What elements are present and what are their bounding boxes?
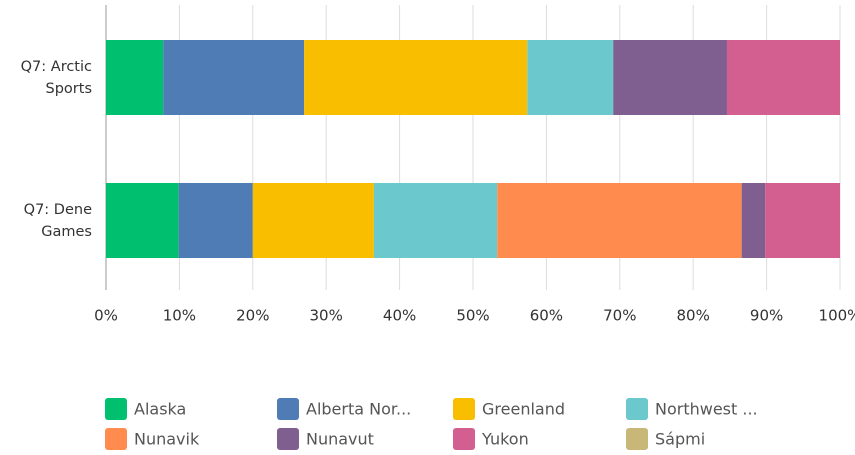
legend-label: Sápmi (655, 430, 705, 449)
bar-segment (497, 183, 742, 258)
legend-label: Alaska (134, 400, 186, 419)
legend-swatch (277, 428, 299, 450)
legend-swatch (105, 398, 127, 420)
bar-segment (163, 40, 305, 115)
bar-segment (741, 183, 766, 258)
legend-label: Yukon (481, 430, 529, 449)
legend-label: Alberta Nor... (306, 400, 411, 419)
bar-segment (373, 183, 498, 258)
x-tick-label: 70% (603, 307, 636, 325)
bar-segment (527, 40, 614, 115)
x-tick-label: 0% (94, 307, 118, 325)
legend-swatch (453, 428, 475, 450)
bar-segment (726, 40, 840, 115)
x-tick-label: 20% (236, 307, 269, 325)
legend-label: Northwest ... (655, 400, 758, 419)
legend-swatch (105, 428, 127, 450)
bar-segment (304, 40, 528, 115)
x-tick-label: 90% (750, 307, 783, 325)
bar-segment (613, 40, 727, 115)
bar-segment (178, 183, 253, 258)
legend-swatch (453, 398, 475, 420)
y-tick-label: Q7: Dene Games (23, 201, 92, 240)
bar-segment (106, 40, 164, 115)
legend-label: Greenland (482, 400, 565, 419)
bar-segment (106, 183, 179, 258)
bar-segment (252, 183, 374, 258)
x-tick-label: 100% (819, 307, 855, 325)
bar-segment (765, 183, 840, 258)
x-tick-label: 60% (530, 307, 563, 325)
x-tick-label: 30% (310, 307, 343, 325)
legend-label: Nunavut (306, 430, 374, 449)
legend-swatch (626, 428, 648, 450)
legend-swatch (277, 398, 299, 420)
y-tick-label: Q7: Arctic Sports (20, 58, 92, 97)
x-tick-label: 80% (677, 307, 710, 325)
x-tick-label: 40% (383, 307, 416, 325)
x-tick-label: 10% (163, 307, 196, 325)
legend-label: Nunavik (134, 430, 200, 449)
x-tick-label: 50% (456, 307, 489, 325)
legend-swatch (626, 398, 648, 420)
